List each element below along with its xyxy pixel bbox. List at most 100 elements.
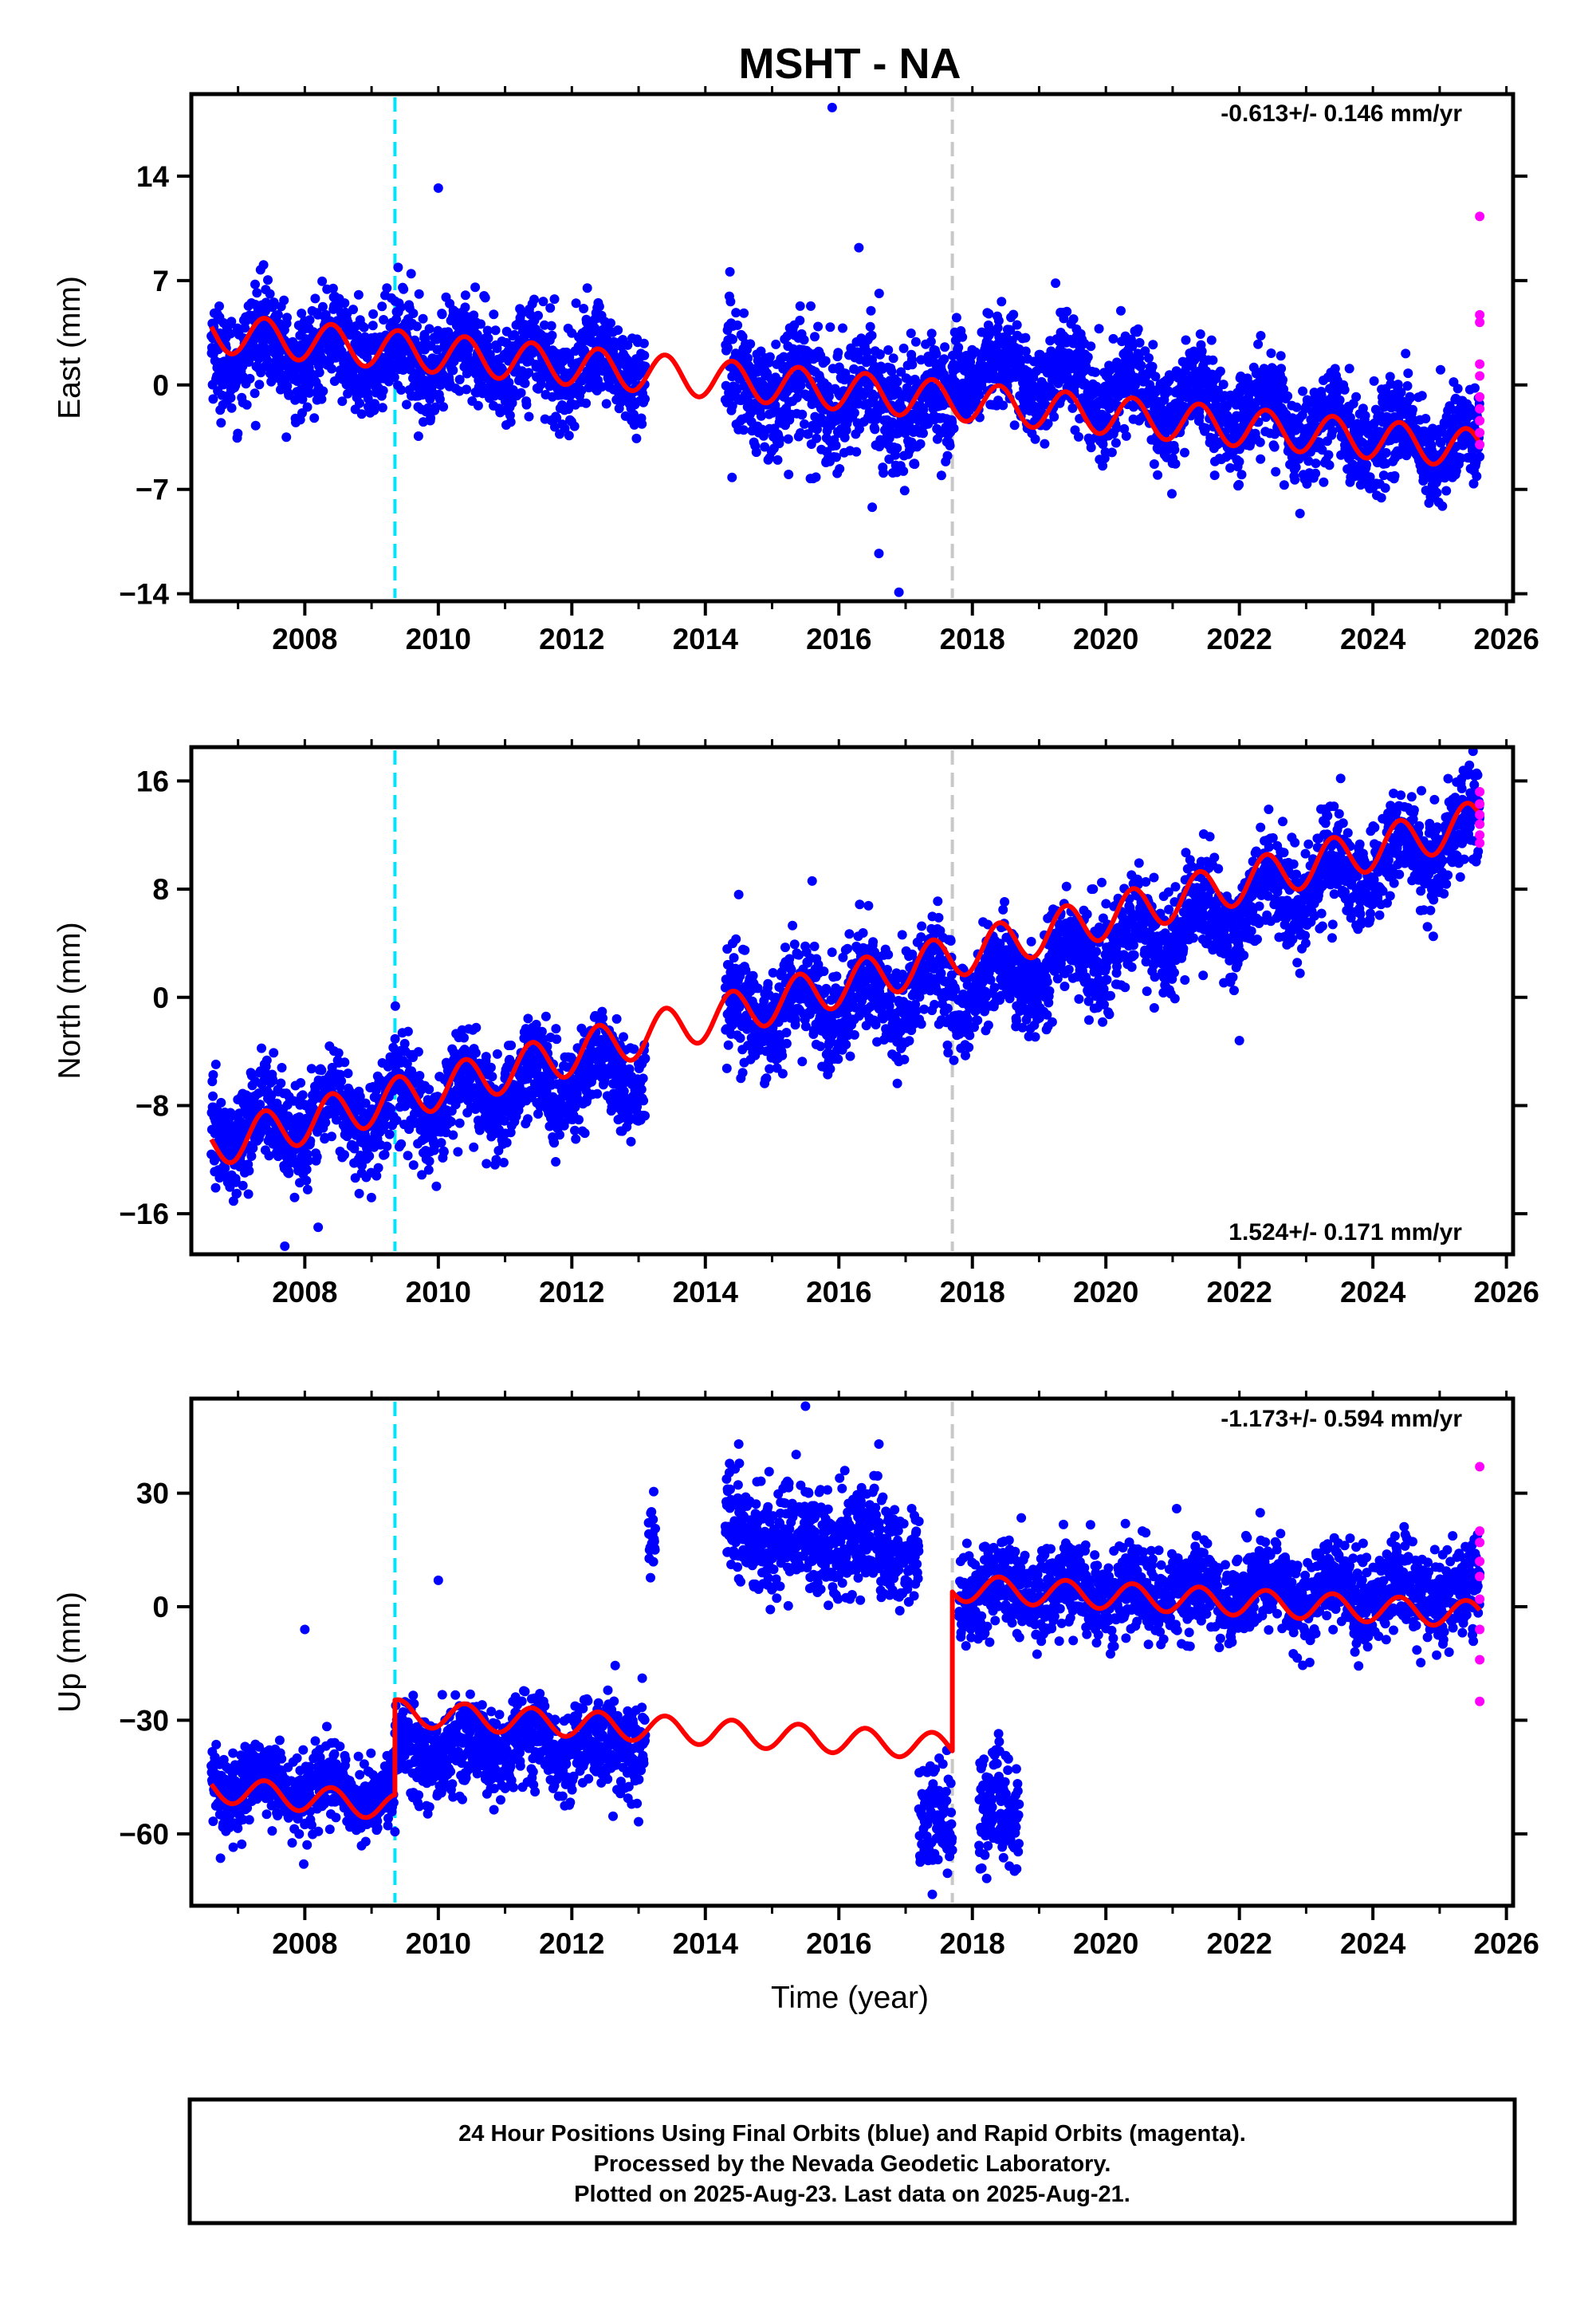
data-point [879,468,889,478]
data-point [469,1142,479,1152]
outlier-point [433,183,443,193]
data-point [1121,431,1131,441]
data-point [354,1188,364,1198]
data-point [775,434,785,444]
data-point [631,433,642,443]
data-point [316,1065,327,1076]
y-tick-label: −14 [119,578,169,611]
data-point [797,409,808,419]
data-point [390,1001,400,1011]
east-panel: 2008 2010 2012 2014 2016 2018 2020 2022 2024 2026… [53,86,1539,655]
data-point [436,379,446,389]
data-point [1040,439,1050,449]
data-point [446,1116,456,1127]
data-point [851,447,862,457]
data-point [795,301,805,311]
data-point [771,339,781,349]
data-point [1116,305,1126,316]
data-point [208,1070,218,1080]
data-point [424,324,434,334]
data-point [906,329,916,338]
data-point [481,1052,491,1062]
data-point [1111,438,1121,448]
data-point [549,294,560,305]
data-point [476,319,485,329]
data-point [997,297,1007,307]
data-point [336,346,347,356]
data-point [1148,340,1158,350]
data-point [260,306,270,317]
data-point [263,275,273,285]
data-point [751,447,761,458]
data-point [1068,314,1079,325]
data-point [1147,361,1158,372]
data-point [637,419,647,429]
data-point [606,318,615,329]
figure-title: MSHT - NA [739,40,961,88]
data-point [262,355,273,365]
data-point [1276,351,1286,361]
data-point [1180,447,1189,458]
data-point [408,1160,419,1171]
data-point [333,1048,344,1058]
y-tick-label: 0 [152,369,169,402]
data-point [302,402,313,412]
final-orbit-points [206,102,1485,597]
data-point [364,1151,375,1161]
y-tick-label: −7 [136,474,169,506]
rapid-orbit-point [1475,359,1485,369]
data-point [255,1100,265,1110]
data-point [1209,470,1220,481]
data-point [1266,348,1276,358]
data-point [594,301,604,312]
data-point [413,431,423,441]
data-point [1351,392,1362,402]
data-point [883,345,894,355]
data-point [245,373,255,384]
data-point [1417,391,1427,401]
data-point [438,402,449,412]
data-point [301,1175,312,1186]
data-point [1234,457,1244,466]
data-point [1218,380,1228,390]
rapid-orbit-point [1475,427,1485,438]
data-point [1195,329,1205,339]
data-point [945,440,955,451]
data-point [1283,391,1293,401]
data-point [453,1147,463,1157]
data-point [424,1156,434,1167]
x-tick-label: 2026 [1473,623,1539,655]
data-point [379,315,389,325]
data-point [799,335,809,345]
data-point [424,1084,434,1095]
velocity-annotation: -0.613+/- 0.146 mm/yr [1221,100,1462,127]
data-point [305,315,315,325]
data-point [506,1041,517,1050]
data-point [1475,451,1485,462]
data-point [738,425,749,435]
data-point [418,313,428,324]
data-point [733,320,743,330]
data-point [403,1026,413,1037]
data-point [1290,474,1300,485]
data-point [226,403,237,413]
data-point [281,432,292,443]
data-point [1094,324,1104,334]
data-point [1136,360,1146,371]
data-point [312,1151,322,1162]
data-point [564,431,574,441]
data-point [377,403,387,413]
data-point [490,325,501,336]
data-point [1020,333,1031,343]
data-point [806,301,816,311]
x-tick-label: 2020 [1073,623,1138,655]
data-point [831,440,841,451]
data-point [412,321,422,332]
data-point [336,1076,347,1086]
data-point [340,1150,349,1160]
data-point [250,279,260,289]
data-point [984,309,994,319]
data-point [240,323,250,333]
data-point [1181,335,1191,345]
data-point [402,399,411,410]
